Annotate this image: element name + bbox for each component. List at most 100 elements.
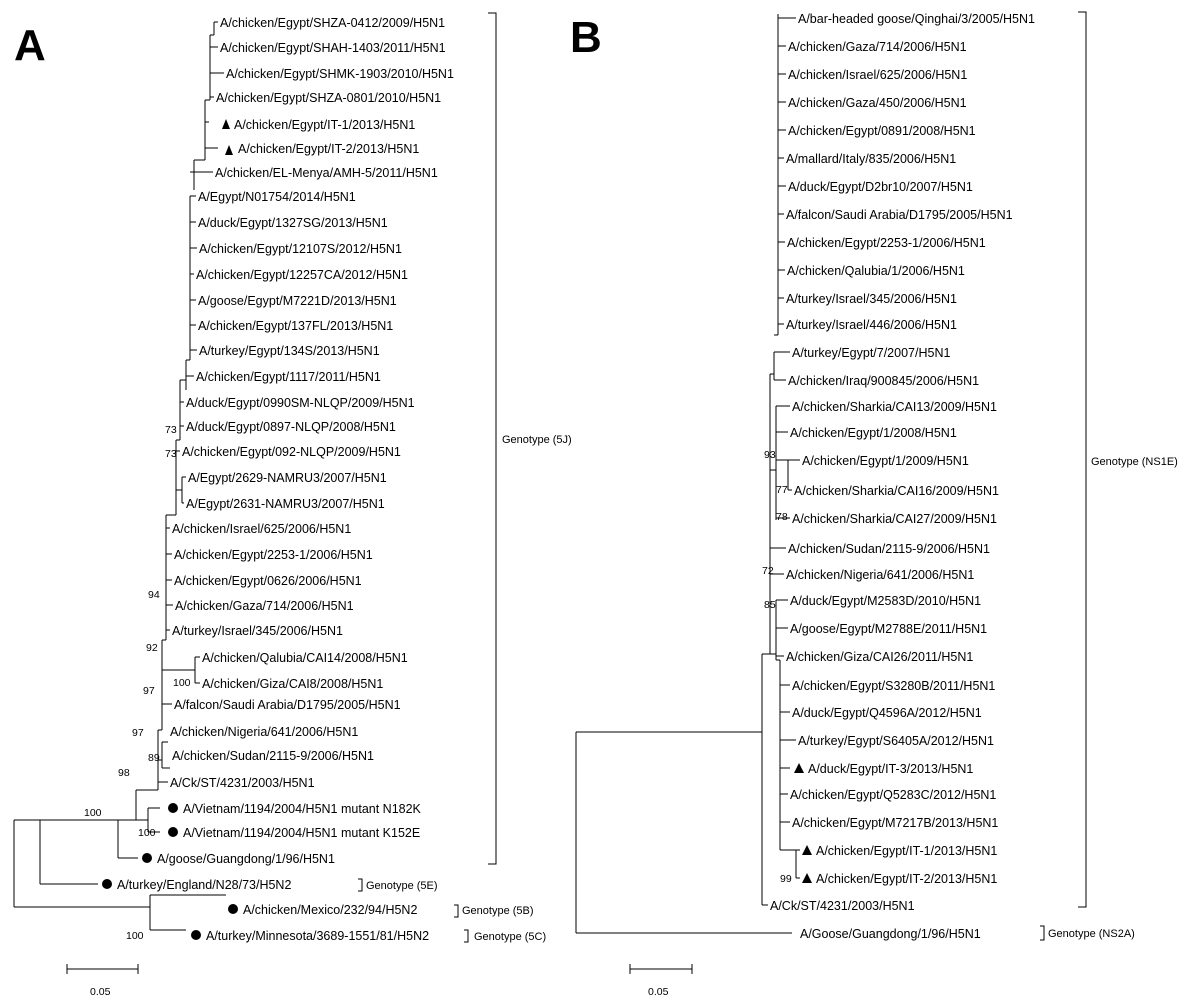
taxon-label: A/chicken/Gaza/450/2006/H5N1 <box>788 96 967 110</box>
taxon-label: A/chicken/Egypt/12107S/2012/H5N1 <box>199 242 402 256</box>
taxon-label: A/chicken/Gaza/714/2006/H5N1 <box>788 40 967 54</box>
panel-a-letter: A <box>14 21 46 70</box>
taxon-label: A/Ck/ST/4231/2003/H5N1 <box>770 899 915 913</box>
panel-b-scale-bar: 0.05 <box>629 964 693 998</box>
taxon-label: A/turkey/Egypt/7/2007/H5N1 <box>792 346 950 360</box>
circle-marker-icon <box>228 904 238 914</box>
taxon-label: A/chicken/Sharkia/CAI13/2009/H5N1 <box>792 400 997 414</box>
taxon-label: A/chicken/Egypt/IT-2/2013/H5N1 <box>816 872 997 886</box>
bootstrap-value: 72 <box>762 565 774 577</box>
genotype-label: Genotype (5E) <box>366 880 438 892</box>
panel-b-genotype-brackets: Genotype (NS1E) Genotype (NS2A) <box>1040 11 1178 941</box>
taxon-label: A/duck/Egypt/D2br10/2007/H5N1 <box>788 180 973 194</box>
taxon-label: A/falcon/Saudi Arabia/D1795/2005/H5N1 <box>174 698 401 712</box>
taxon-label: A/goose/Egypt/M7221D/2013/H5N1 <box>198 294 397 308</box>
taxon-label: A/goose/Egypt/M2788E/2011/H5N1 <box>790 622 987 636</box>
taxon-label: A/chicken/Egypt/SHZA-0801/2010/H5N1 <box>216 91 441 105</box>
taxon-label: A/chicken/Egypt/SHAH-1403/2011/H5N1 <box>220 41 446 55</box>
bootstrap-value: 97 <box>132 727 144 739</box>
panel-a-bootstrap: 73 73 94 92 100 97 97 89 98 100 100 100 <box>84 424 191 942</box>
triangle-marker-icon <box>225 145 233 155</box>
bootstrap-value: 100 <box>126 930 144 942</box>
bootstrap-value: 100 <box>84 807 102 819</box>
scale-bar-label: 0.05 <box>90 986 111 998</box>
taxon-label: A/chicken/Egypt/M7217B/2013/H5N1 <box>792 816 998 830</box>
taxon-label: A/chicken/Egypt/0891/2008/H5N1 <box>788 124 976 138</box>
taxon-label: A/Egypt/2631-NAMRU3/2007/H5N1 <box>186 497 385 511</box>
circle-marker-icon <box>142 853 152 863</box>
panel-a-genotype-brackets: Genotype (5J) Genotype (5E) Genotype (5B… <box>358 12 572 943</box>
bootstrap-value: 99 <box>780 873 792 885</box>
bootstrap-value: 89 <box>148 752 160 764</box>
genotype-bracket <box>454 904 459 918</box>
panel-b-leaf-labels: A/bar-headed goose/Qinghai/3/2005/H5N1 A… <box>770 12 1035 941</box>
panel-b-letter: B <box>570 13 602 62</box>
taxon-label: A/Vietnam/1194/2004/H5N1 mutant N182K <box>183 802 422 816</box>
taxon-label: A/chicken/Giza/CAI26/2011/H5N1 <box>786 650 973 664</box>
taxon-label: A/chicken/Egypt/0626/2006/H5N1 <box>174 574 362 588</box>
taxon-label: A/bar-headed goose/Qinghai/3/2005/H5N1 <box>798 12 1035 26</box>
taxon-label: A/Egypt/2629-NAMRU3/2007/H5N1 <box>188 471 387 485</box>
panel-a: A <box>13 12 572 998</box>
taxon-label: A/chicken/Egypt/2253-1/2006/H5N1 <box>787 236 986 250</box>
taxon-label: A/chicken/Iraq/900845/2006/H5N1 <box>788 374 979 388</box>
panel-b-bootstrap: 93 77 78 72 85 99 <box>762 449 792 885</box>
taxon-label: A/turkey/Egypt/S6405A/2012/H5N1 <box>798 734 994 748</box>
taxon-label: A/duck/Egypt/0897-NLQP/2008/H5N1 <box>186 420 396 434</box>
taxon-label: A/turkey/England/N28/73/H5N2 <box>117 878 291 892</box>
taxon-label: A/chicken/Nigeria/641/2006/H5N1 <box>786 568 974 582</box>
bootstrap-value: 73 <box>165 448 177 460</box>
taxon-label: A/chicken/Egypt/Q5283C/2012/H5N1 <box>790 788 996 802</box>
taxon-label: A/chicken/Egypt/1/2009/H5N1 <box>802 454 969 468</box>
taxon-label: A/chicken/Egypt/1117/2011/H5N1 <box>196 370 381 384</box>
taxon-label: A/chicken/Egypt/12257CA/2012/H5N1 <box>196 268 408 282</box>
panel-a-scale-bar: 0.05 <box>66 964 139 998</box>
circle-marker-icon <box>168 827 178 837</box>
bootstrap-value: 100 <box>173 677 191 689</box>
panel-b: B <box>570 11 1178 998</box>
taxon-label: A/mallard/Italy/835/2006/H5N1 <box>786 152 956 166</box>
taxon-label: A/turkey/Israel/345/2006/H5N1 <box>786 292 957 306</box>
panel-a-markers <box>102 119 238 940</box>
genotype-label: Genotype (5C) <box>474 931 546 943</box>
taxon-label: A/chicken/Qalubia/1/2006/H5N1 <box>787 264 965 278</box>
genotype-bracket <box>1040 925 1045 941</box>
taxon-label: A/chicken/Egypt/1/2008/H5N1 <box>790 426 957 440</box>
taxon-label: A/chicken/Sudan/2115-9/2006/H5N1 <box>172 749 374 763</box>
taxon-label: A/Vietnam/1194/2004/H5N1 mutant K152E <box>183 826 420 840</box>
scale-bar-label: 0.05 <box>648 986 669 998</box>
taxon-label: A/falcon/Saudi Arabia/D1795/2005/H5N1 <box>786 208 1013 222</box>
genotype-bracket <box>464 929 469 943</box>
taxon-label: A/chicken/Egypt/S3280B/2011/H5N1 <box>792 679 995 693</box>
taxon-label: A/chicken/Egypt/IT-1/2013/H5N1 <box>234 118 415 132</box>
taxon-label: A/Goose/Guangdong/1/96/H5N1 <box>800 927 981 941</box>
bootstrap-value: 92 <box>146 642 158 654</box>
taxon-label: A/chicken/Sharkia/CAI16/2009/H5N1 <box>794 484 999 498</box>
taxon-label: A/chicken/Egypt/SHZA-0412/2009/H5N1 <box>220 16 445 30</box>
genotype-label: Genotype (5J) <box>502 434 572 446</box>
taxon-label: A/Ck/ST/4231/2003/H5N1 <box>170 776 315 790</box>
taxon-label: A/chicken/Israel/625/2006/H5N1 <box>788 68 967 82</box>
genotype-bracket <box>1078 11 1087 908</box>
panel-a-branches <box>13 21 226 931</box>
genotype-bracket <box>488 12 497 865</box>
taxon-label: A/chicken/Sudan/2115-9/2006/H5N1 <box>788 542 990 556</box>
triangle-marker-icon <box>222 119 230 129</box>
taxon-label: A/turkey/Egypt/134S/2013/H5N1 <box>199 344 380 358</box>
taxon-label: A/duck/Egypt/M2583D/2010/H5N1 <box>790 594 981 608</box>
taxon-label: A/goose/Guangdong/1/96/H5N1 <box>157 852 335 866</box>
bootstrap-value: 93 <box>764 449 776 461</box>
bootstrap-value: 100 <box>138 827 156 839</box>
circle-marker-icon <box>102 879 112 889</box>
taxon-label: A/turkey/Minnesota/3689-1551/81/H5N2 <box>206 929 429 943</box>
bootstrap-value: 78 <box>776 511 788 523</box>
taxon-label: A/chicken/Egypt/092-NLQP/2009/H5N1 <box>182 445 401 459</box>
taxon-label: A/chicken/Mexico/232/94/H5N2 <box>243 903 417 917</box>
triangle-marker-icon <box>794 763 804 773</box>
bootstrap-value: 98 <box>118 767 130 779</box>
taxon-label: A/chicken/Gaza/714/2006/H5N1 <box>175 599 354 613</box>
triangle-marker-icon <box>802 845 812 855</box>
panel-b-markers <box>794 763 812 883</box>
taxon-label: A/turkey/Israel/446/2006/H5N1 <box>786 318 957 332</box>
